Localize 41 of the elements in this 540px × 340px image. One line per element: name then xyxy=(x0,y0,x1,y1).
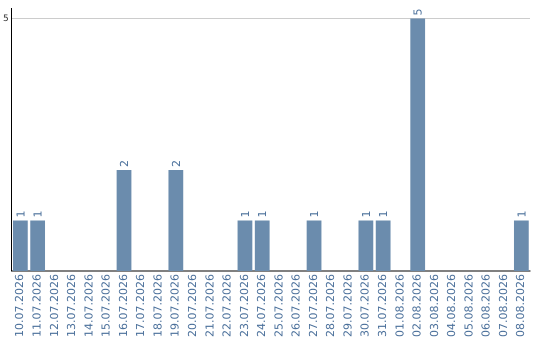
x-tick-label: 12.07.2026 xyxy=(48,274,61,338)
x-tick-label: 17.07.2026 xyxy=(134,274,148,338)
data-label: 1 xyxy=(14,210,28,218)
x-tick-label: 23.07.2026 xyxy=(238,274,251,338)
x-tick-label: 04.08.2026 xyxy=(445,274,458,338)
data-label: 5 xyxy=(412,8,425,16)
x-tick-label: 28.07.2026 xyxy=(324,274,338,338)
data-label: 1 xyxy=(238,210,252,218)
x-tick-label: 15.07.2026 xyxy=(100,274,113,338)
x-tick-label: 05.08.2026 xyxy=(462,274,476,338)
x-tick-label: 18.07.2026 xyxy=(151,274,164,338)
x-tick-label: 25.07.2026 xyxy=(272,274,286,338)
data-label: 1 xyxy=(256,210,270,218)
x-tick-label: 08.08.2026 xyxy=(514,274,528,338)
x-tick-label: 11.07.2026 xyxy=(30,274,44,338)
x-tick-label: 07.08.2026 xyxy=(496,274,510,338)
x-tick-label: 24.07.2026 xyxy=(255,274,268,338)
x-tick-label: 06.08.2026 xyxy=(480,274,493,338)
x-tick-label: 26.07.2026 xyxy=(290,274,303,338)
x-tick-label: 21.07.2026 xyxy=(203,274,216,338)
x-tick-label: 10.07.2026 xyxy=(13,274,26,338)
x-tick-label: 27.07.2026 xyxy=(306,274,320,338)
x-tick-label: 02.08.2026 xyxy=(410,274,424,338)
x-tick-label: 03.08.2026 xyxy=(428,274,441,338)
x-tick-label: 19.07.2026 xyxy=(168,274,182,338)
data-label: 2 xyxy=(170,160,183,168)
data-label: 1 xyxy=(515,210,528,218)
x-tick-label: 13.07.2026 xyxy=(65,274,78,338)
x-tick-label: 16.07.2026 xyxy=(116,274,130,338)
x-tick-label: 22.07.2026 xyxy=(220,274,234,338)
x-tick-label: 20.07.2026 xyxy=(186,274,199,338)
data-label: 1 xyxy=(360,210,373,218)
x-tick-label: 30.07.2026 xyxy=(358,274,372,338)
x-tick-label: 29.07.2026 xyxy=(341,274,354,338)
x-tick-label: 31.07.2026 xyxy=(376,274,390,338)
data-label: 1 xyxy=(308,210,322,218)
x-tick-label: 01.08.2026 xyxy=(393,274,406,338)
data-label: 2 xyxy=(118,160,132,168)
data-label: 1 xyxy=(377,210,390,218)
x-tick-label: 14.07.2026 xyxy=(82,274,96,338)
data-label: 1 xyxy=(32,210,45,218)
